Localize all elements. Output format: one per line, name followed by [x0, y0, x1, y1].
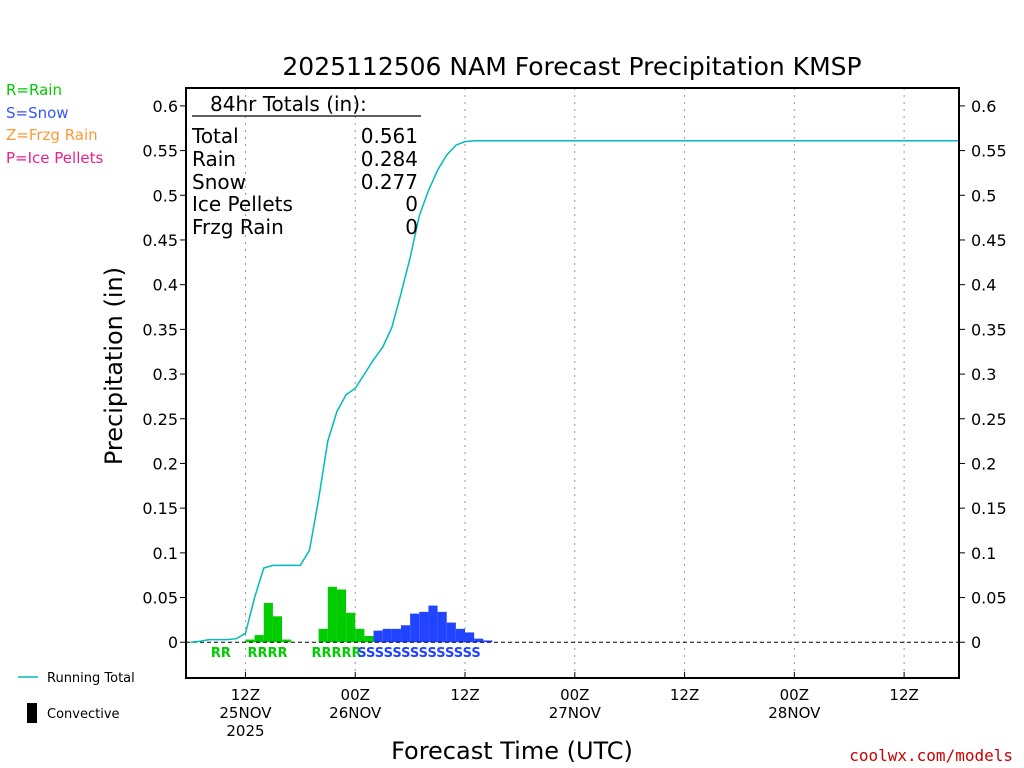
- precip-bar: [437, 611, 447, 643]
- y-tick-label-right: 0: [971, 633, 981, 652]
- x-tick-label: 2025: [226, 722, 264, 740]
- y-tick-label-left: 0.5: [153, 186, 178, 205]
- plot-frame: [185, 87, 960, 679]
- precip-bar: [400, 625, 411, 643]
- totals-row-label: Ice Pellets: [192, 192, 293, 216]
- totals-row-value: 0: [405, 215, 418, 239]
- ptype-legend-ice-pellets: P=Ice Pellets: [6, 149, 103, 167]
- y-tick-label-left: 0.1: [153, 544, 178, 563]
- y-axis-label: Precipitation (in): [100, 267, 128, 465]
- x-tick-label: 12Z: [450, 686, 479, 704]
- x-tick-label: 00Z: [341, 686, 370, 704]
- y-tick-label-left: 0.25: [142, 410, 178, 429]
- bar-series: [245, 586, 493, 643]
- precip-bar: [465, 632, 475, 643]
- y-tick-label-left: 0.45: [142, 231, 178, 250]
- convective-legend-label: Convective: [47, 707, 120, 722]
- totals-box: 84hr Totals (in): Total 0.561 Rain 0.284…: [191, 92, 421, 239]
- totals-row-value: 0.561: [361, 124, 418, 148]
- precip-bar: [428, 605, 438, 643]
- ptype-label: RRRRR: [311, 646, 361, 661]
- series-legend: Running Total Convective: [18, 671, 135, 723]
- y-axis-ticks: 0.6 0.6 0.55 0.55 0.5 0.5 0.45 0.45 0.4 0.4 0.35 0.…: [142, 97, 1006, 652]
- x-tick-label: 28NOV: [768, 704, 821, 722]
- precip-bar: [263, 602, 273, 643]
- ptype-legend-rain: R=Rain: [6, 81, 62, 99]
- x-tick-label: 12Z: [670, 686, 699, 704]
- ptype-label: SSSSSSSSSSSSSS: [357, 646, 481, 661]
- x-tick-label: 25NOV: [219, 704, 272, 722]
- totals-header: 84hr Totals (in):: [210, 92, 367, 116]
- x-tick-label: 27NOV: [549, 704, 602, 722]
- totals-row-label: Total: [191, 124, 239, 148]
- precip-bar: [446, 622, 456, 643]
- precip-bar: [245, 639, 255, 643]
- y-tick-label-left: 0.4: [153, 276, 178, 295]
- y-tick-label-left: 0.05: [142, 589, 178, 608]
- gridlines: [244, 88, 905, 678]
- totals-row-value: 0.284: [361, 147, 418, 171]
- y-tick-label-right: 0.55: [971, 142, 1007, 161]
- y-tick-label-left: 0: [168, 633, 178, 652]
- y-tick-label-right: 0.15: [971, 499, 1007, 518]
- totals-row-value: 0: [405, 192, 418, 216]
- x-tick-label: 00Z: [780, 686, 809, 704]
- y-tick-label-left: 0.6: [153, 97, 178, 116]
- y-tick-label-left: 0.2: [153, 454, 178, 473]
- convective-legend-swatch: [27, 703, 37, 723]
- ptype-label: RR: [211, 646, 231, 661]
- y-tick-label-right: 0.35: [971, 320, 1007, 339]
- precip-bar: [282, 639, 292, 643]
- precip-bar: [410, 613, 420, 643]
- x-axis-label: Forecast Time (UTC): [391, 737, 633, 765]
- y-tick-label-right: 0.4: [971, 276, 996, 295]
- totals-row-label: Rain: [192, 147, 236, 171]
- precip-bar: [391, 628, 401, 643]
- ptype-legend-snow: S=Snow: [6, 104, 69, 122]
- credit-link[interactable]: coolwx.com/models: [849, 746, 1013, 765]
- precip-bar: [364, 635, 374, 643]
- x-tick-label: 12Z: [231, 686, 260, 704]
- precip-bar: [474, 638, 484, 643]
- y-tick-label-right: 0.6: [971, 97, 996, 116]
- ptype-legend: R=Rain S=Snow Z=Frzg Rain P=Ice Pellets: [6, 81, 103, 167]
- y-tick-label-left: 0.15: [142, 499, 178, 518]
- precip-bar: [346, 612, 356, 643]
- y-tick-label-right: 0.5: [971, 186, 996, 205]
- y-tick-label-right: 0.3: [971, 365, 996, 384]
- precip-bar: [327, 586, 337, 643]
- totals-row-label: Snow: [192, 170, 246, 194]
- y-tick-label-right: 0.05: [971, 589, 1007, 608]
- ptype-legend-frzg-rain: Z=Frzg Rain: [6, 126, 98, 144]
- precip-bar: [336, 589, 347, 643]
- running-total-legend-label: Running Total: [47, 671, 135, 686]
- y-tick-label-left: 0.35: [142, 320, 178, 339]
- precip-bar: [483, 640, 493, 643]
- precip-bar: [455, 628, 466, 643]
- totals-row-value: 0.277: [361, 170, 418, 194]
- ptype-label: RRRR: [247, 646, 287, 661]
- precip-bar: [419, 611, 429, 643]
- chart-title: 2025112506 NAM Forecast Precipitation KM…: [282, 52, 861, 81]
- running-total-line: [190, 139, 959, 643]
- y-tick-label-right: 0.2: [971, 454, 996, 473]
- precip-bar: [382, 628, 392, 643]
- precip-bar: [318, 628, 328, 643]
- x-tick-label: 26NOV: [329, 704, 382, 722]
- y-tick-label-right: 0.1: [971, 544, 996, 563]
- x-tick-label: 12Z: [889, 686, 918, 704]
- y-tick-label-left: 0.3: [153, 365, 178, 384]
- y-tick-label-left: 0.55: [142, 142, 178, 161]
- precip-bar: [355, 628, 365, 643]
- precip-bar: [254, 635, 264, 643]
- totals-row-label: Frzg Rain: [192, 215, 284, 239]
- precip-bar: [373, 630, 383, 643]
- precip-bar: [272, 616, 283, 643]
- y-tick-label-right: 0.25: [971, 410, 1007, 429]
- y-tick-label-right: 0.45: [971, 231, 1007, 250]
- x-tick-label: 00Z: [560, 686, 589, 704]
